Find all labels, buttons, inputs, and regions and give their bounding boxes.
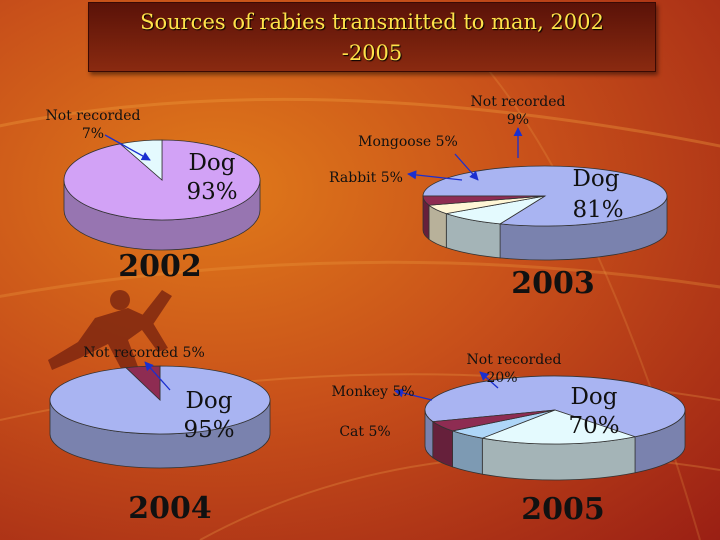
pie-slice-2003-rabbit — [422, 195, 546, 206]
year-label-2005: 2005 — [521, 492, 605, 527]
pie-slice-2005-cat — [431, 409, 556, 432]
bg-swoosh — [0, 260, 720, 298]
label-2004-dog-value: 95% — [183, 417, 234, 443]
label-2005-cat: Cat 5% — [339, 424, 390, 440]
year-label-2003: 2003 — [511, 266, 595, 301]
label-2005-not-recorded: Not recorded — [467, 352, 562, 368]
year-label-2002: 2002 — [118, 249, 202, 284]
arrow-2003-mongoose — [454, 153, 479, 181]
arrow-2003-rabbit — [407, 170, 463, 181]
label-2003-mongoose: Mongoose 5% — [358, 134, 458, 150]
pie-slice-2005-not-recorded — [480, 409, 637, 445]
label-2003-rabbit: Rabbit 5% — [329, 170, 403, 186]
label-2005-monkey: Monkey 5% — [331, 384, 414, 400]
label-2005-dog-value: 70% — [568, 413, 619, 439]
title-line-1: Sources of rabies transmitted to man, 20… — [140, 10, 604, 34]
label-2002-not-recorded: Not recorded — [46, 108, 141, 124]
chart-title: Sources of rabies transmitted to man, 20… — [89, 7, 655, 69]
title-box: Sources of rabies transmitted to man, 20… — [88, 2, 656, 72]
pie-slice-2004-not-recorded — [125, 365, 161, 401]
pie-chart-2003 — [422, 165, 668, 261]
arrow-2005-monkey — [394, 388, 433, 401]
pie-chart-2005 — [424, 375, 686, 481]
label-2002-dog: Dog — [188, 150, 235, 176]
label-2004-dog: Dog — [185, 388, 232, 414]
label-2005-not-recorded-value: 20% — [486, 370, 517, 386]
title-line-2: -2005 — [341, 41, 403, 65]
pie-chart-2004 — [49, 365, 271, 469]
label-2004-not-recorded: Not recorded 5% — [83, 345, 205, 361]
arrow-2005-not-recorded — [479, 371, 499, 389]
label-2002-not-recorded-value: 7% — [82, 126, 104, 142]
label-2005-dog: Dog — [570, 384, 617, 410]
runner-silhouette — [48, 290, 172, 378]
label-2003-dog: Dog — [572, 166, 619, 192]
bg-swoosh — [0, 97, 720, 148]
pie-slice-2005-dog — [424, 375, 686, 438]
label-2002-dog-value: 93% — [186, 179, 237, 205]
label-2003-not-recorded: Not recorded — [471, 94, 566, 110]
label-2003-dog-value: 81% — [572, 197, 623, 223]
year-label-2004: 2004 — [128, 491, 212, 526]
label-2003-not-recorded-value: 9% — [507, 112, 529, 128]
arrow-2002-not-recorded — [104, 134, 151, 161]
arrow-2004-not-recorded — [144, 361, 171, 391]
